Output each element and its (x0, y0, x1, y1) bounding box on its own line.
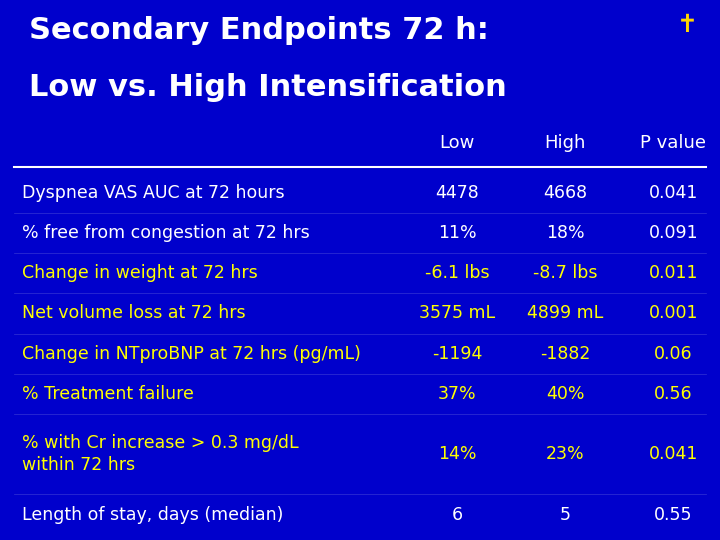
Text: Length of stay, days (median): Length of stay, days (median) (22, 505, 283, 523)
Text: Change in NTproBNP at 72 hrs (pg/mL): Change in NTproBNP at 72 hrs (pg/mL) (22, 345, 361, 363)
Text: Change in weight at 72 hrs: Change in weight at 72 hrs (22, 264, 257, 282)
Text: -1194: -1194 (432, 345, 482, 363)
Text: 37%: 37% (438, 385, 477, 403)
Text: High: High (544, 134, 586, 152)
Text: 4478: 4478 (436, 184, 479, 202)
Text: 0.041: 0.041 (649, 445, 698, 463)
Text: 40%: 40% (546, 385, 585, 403)
Text: Low: Low (439, 134, 475, 152)
Text: 0.06: 0.06 (654, 345, 693, 363)
Text: P value: P value (640, 134, 706, 152)
Text: 14%: 14% (438, 445, 477, 463)
Text: % free from congestion at 72 hrs: % free from congestion at 72 hrs (22, 224, 310, 242)
Text: 0.55: 0.55 (654, 505, 693, 523)
Text: Secondary Endpoints 72 h:: Secondary Endpoints 72 h: (29, 16, 489, 45)
Text: Net volume loss at 72 hrs: Net volume loss at 72 hrs (22, 305, 246, 322)
Text: -1882: -1882 (540, 345, 590, 363)
Text: 3575 mL: 3575 mL (419, 305, 495, 322)
Text: 11%: 11% (438, 224, 477, 242)
Text: 23%: 23% (546, 445, 585, 463)
Text: -8.7 lbs: -8.7 lbs (533, 264, 598, 282)
Text: 0.56: 0.56 (654, 385, 693, 403)
Text: 6: 6 (451, 505, 463, 523)
Text: 0.001: 0.001 (649, 305, 698, 322)
Text: 0.041: 0.041 (649, 184, 698, 202)
Text: Dyspnea VAS AUC at 72 hours: Dyspnea VAS AUC at 72 hours (22, 184, 284, 202)
Text: % Treatment failure: % Treatment failure (22, 385, 194, 403)
Text: ✝: ✝ (677, 14, 698, 37)
Text: 5: 5 (559, 505, 571, 523)
Text: % with Cr increase > 0.3 mg/dL
within 72 hrs: % with Cr increase > 0.3 mg/dL within 72… (22, 434, 298, 474)
Text: 18%: 18% (546, 224, 585, 242)
Text: 4899 mL: 4899 mL (527, 305, 603, 322)
Text: -6.1 lbs: -6.1 lbs (425, 264, 490, 282)
Text: 0.091: 0.091 (649, 224, 698, 242)
Text: Low vs. High Intensification: Low vs. High Intensification (29, 73, 507, 102)
Text: 0.011: 0.011 (649, 264, 698, 282)
Text: 4668: 4668 (543, 184, 588, 202)
